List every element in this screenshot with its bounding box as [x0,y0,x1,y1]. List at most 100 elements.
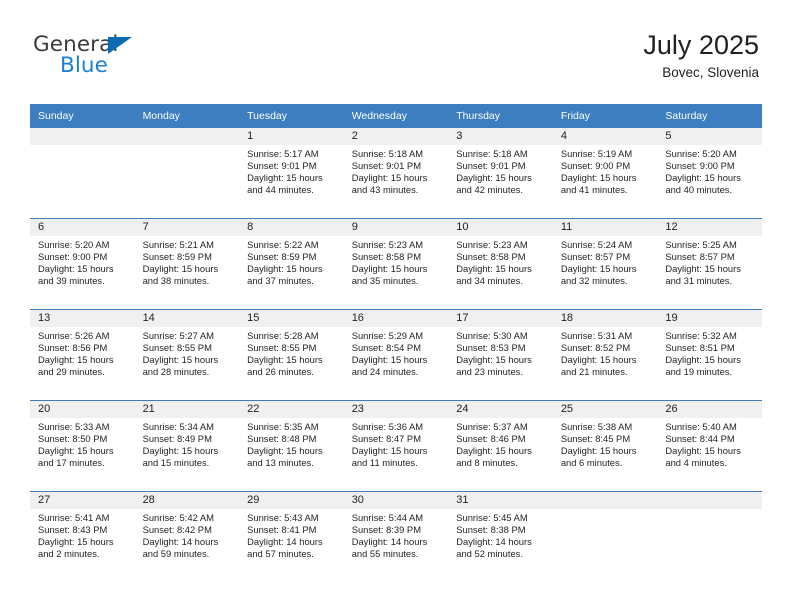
calendar-day-cell[interactable]: 11 Sunrise: 5:24 AM Sunset: 8:57 PM Dayligh… [552,218,658,310]
calendar-day-cell[interactable]: 31 Sunrise: 5:45 AM Sunset: 8:38 PM Dayligh… [448,491,553,582]
calendar-day-cell[interactable]: 24 Sunrise: 5:37 AM Sunset: 8:46 PM Dayligh… [448,400,553,492]
day-details: Sunrise: 5:28 AM Sunset: 8:55 PM Daylight:… [239,327,344,378]
calendar-day-cell[interactable]: 27 Sunrise: 5:41 AM Sunset: 8:43 PM Dayligh… [30,491,135,582]
day-number [30,128,135,145]
calendar-day-cell[interactable]: 14 Sunrise: 5:27 AM Sunset: 8:55 PM Dayligh… [134,309,240,401]
calendar-week-row: 13 Sunrise: 5:26 AM Sunset: 8:56 PM Dayligh… [30,309,762,401]
weekday-header-friday: Friday [552,104,658,128]
sunset-text: Sunset: 8:47 PM [351,433,421,445]
general-blue-logo[interactable]: General Blue [33,34,213,86]
page-header: General Blue July 2025 Bovec, Slovenia [0,0,792,103]
sunrise-text: Sunrise: 5:23 AM [351,239,424,250]
day-details: Sunrise: 5:34 AM Sunset: 8:49 PM Daylight:… [135,418,240,469]
daylight-text-line1: Daylight: 15 hours [665,172,741,184]
sunrise-text: Sunrise: 5:31 AM [560,330,633,341]
daylight-text-line2: and 28 minutes. [142,366,210,378]
daylight-text-line2: and 43 minutes. [351,184,419,196]
calendar-grid: Sunday Monday Tuesday Wednesday Thursday… [30,104,762,582]
day-number: 25 [552,401,658,418]
day-cell-inner [657,492,762,582]
calendar-day-cell[interactable]: 9 Sunrise: 5:23 AM Sunset: 8:58 PM Daylight… [343,218,449,310]
daylight-text-line2: and 39 minutes. [38,275,105,287]
daylight-text-line2: and 4 minutes. [665,457,727,469]
sunrise-text: Sunrise: 5:44 AM [351,512,424,523]
calendar-day-cell[interactable]: 26 Sunrise: 5:40 AM Sunset: 8:44 PM Dayligh… [657,400,762,492]
calendar-day-cell[interactable]: 21 Sunrise: 5:34 AM Sunset: 8:49 PM Dayligh… [134,400,240,492]
calendar-day-cell[interactable]: 17 Sunrise: 5:30 AM Sunset: 8:53 PM Dayligh… [448,309,553,401]
calendar-day-cell[interactable] [552,491,658,582]
calendar-day-cell[interactable]: 16 Sunrise: 5:29 AM Sunset: 8:54 PM Dayligh… [343,309,449,401]
calendar-day-cell[interactable]: 10 Sunrise: 5:23 AM Sunset: 8:58 PM Dayligh… [448,218,553,310]
daylight-text-line2: and 57 minutes. [247,548,314,560]
day-number: 29 [239,492,344,509]
calendar-day-cell[interactable]: 22 Sunrise: 5:35 AM Sunset: 8:48 PM Dayligh… [239,400,344,492]
sunrise-text: Sunrise: 5:21 AM [142,239,214,250]
daylight-text-line2: and 55 minutes. [351,548,419,560]
calendar-day-cell[interactable]: 12 Sunrise: 5:25 AM Sunset: 8:57 PM Dayligh… [657,218,762,310]
calendar-day-cell[interactable]: 8 Sunrise: 5:22 AM Sunset: 8:59 PM Daylight… [239,218,344,310]
sunset-text: Sunset: 8:46 PM [456,433,526,445]
calendar-day-cell[interactable]: 18 Sunrise: 5:31 AM Sunset: 8:52 PM Dayligh… [552,309,658,401]
day-details: Sunrise: 5:41 AM Sunset: 8:43 PM Daylight:… [30,509,135,560]
calendar-day-cell[interactable] [134,128,240,219]
day-details: Sunrise: 5:32 AM Sunset: 8:51 PM Daylight:… [657,327,762,378]
sunrise-text: Sunrise: 5:36 AM [351,421,424,432]
day-number: 2 [343,128,449,145]
daylight-text-line2: and 59 minutes. [142,548,210,560]
day-cell-inner [134,128,240,218]
calendar-day-cell[interactable]: 28 Sunrise: 5:42 AM Sunset: 8:42 PM Dayligh… [134,491,240,582]
sunrise-text: Sunrise: 5:41 AM [38,512,110,523]
calendar-day-cell[interactable]: 29 Sunrise: 5:43 AM Sunset: 8:41 PM Dayligh… [239,491,344,582]
day-details: Sunrise: 5:23 AM Sunset: 8:58 PM Daylight:… [448,236,553,287]
calendar-day-cell[interactable]: 2 Sunrise: 5:18 AM Sunset: 9:01 PM Daylight… [343,128,449,219]
day-details: Sunrise: 5:37 AM Sunset: 8:46 PM Daylight:… [448,418,553,469]
calendar-day-cell[interactable] [30,128,135,219]
daylight-text-line2: and 44 minutes. [247,184,314,196]
day-cell-inner: 25 Sunrise: 5:38 AM Sunset: 8:45 PM Dayligh… [552,401,658,491]
calendar-day-cell[interactable]: 20 Sunrise: 5:33 AM Sunset: 8:50 PM Dayligh… [30,400,135,492]
daylight-text-line2: and 31 minutes. [665,275,733,287]
calendar-day-cell[interactable]: 7 Sunrise: 5:21 AM Sunset: 8:59 PM Daylight… [134,218,240,310]
sunrise-text: Sunrise: 5:45 AM [456,512,528,523]
day-cell-inner: 1 Sunrise: 5:17 AM Sunset: 9:01 PM Daylight… [239,128,344,218]
calendar-week-row: 6 Sunrise: 5:20 AM Sunset: 9:00 PM Daylight… [30,218,762,310]
sunset-text: Sunset: 8:43 PM [38,524,108,536]
calendar-day-cell[interactable]: 30 Sunrise: 5:44 AM Sunset: 8:39 PM Dayligh… [343,491,449,582]
day-details: Sunrise: 5:17 AM Sunset: 9:01 PM Daylight:… [239,145,344,196]
calendar-day-cell[interactable]: 4 Sunrise: 5:19 AM Sunset: 9:00 PM Daylight… [552,128,658,219]
day-number: 18 [552,310,658,327]
calendar-day-cell[interactable]: 23 Sunrise: 5:36 AM Sunset: 8:47 PM Dayligh… [343,400,449,492]
sunset-text: Sunset: 8:42 PM [142,524,212,536]
day-number: 26 [657,401,762,418]
day-details: Sunrise: 5:35 AM Sunset: 8:48 PM Daylight:… [239,418,344,469]
calendar-day-cell[interactable]: 15 Sunrise: 5:28 AM Sunset: 8:55 PM Dayligh… [239,309,344,401]
day-details: Sunrise: 5:40 AM Sunset: 8:44 PM Daylight:… [657,418,762,469]
sunrise-text: Sunrise: 5:42 AM [142,512,214,523]
day-details: Sunrise: 5:18 AM Sunset: 9:01 PM Daylight:… [448,145,553,196]
daylight-text-line2: and 15 minutes. [142,457,210,469]
sunset-text: Sunset: 8:49 PM [142,433,212,445]
calendar-day-cell[interactable] [657,491,762,582]
page-title: July 2025 [643,30,759,60]
daylight-text-line1: Daylight: 14 hours [142,536,219,548]
daylight-text-line1: Daylight: 15 hours [456,263,532,275]
calendar-day-cell[interactable]: 6 Sunrise: 5:20 AM Sunset: 9:00 PM Daylight… [30,218,135,310]
daylight-text-line1: Daylight: 15 hours [351,263,428,275]
day-number: 31 [448,492,553,509]
calendar-day-cell[interactable]: 1 Sunrise: 5:17 AM Sunset: 9:01 PM Daylight… [239,128,344,219]
sunset-text: Sunset: 8:55 PM [247,342,317,354]
calendar-day-cell[interactable]: 5 Sunrise: 5:20 AM Sunset: 9:00 PM Daylight… [657,128,762,219]
calendar-day-cell[interactable]: 13 Sunrise: 5:26 AM Sunset: 8:56 PM Dayligh… [30,309,135,401]
day-cell-inner [30,128,135,218]
sunset-text: Sunset: 9:01 PM [247,160,317,172]
weekday-header-wednesday: Wednesday [343,104,449,128]
daylight-text-line2: and 41 minutes. [560,184,628,196]
sunrise-text: Sunrise: 5:18 AM [456,148,528,159]
weekday-header-monday: Monday [134,104,240,128]
day-cell-inner: 16 Sunrise: 5:29 AM Sunset: 8:54 PM Dayligh… [343,310,449,400]
calendar-day-cell[interactable]: 25 Sunrise: 5:38 AM Sunset: 8:45 PM Dayligh… [552,400,658,492]
sunrise-text: Sunrise: 5:40 AM [665,421,737,432]
daylight-text-line1: Daylight: 15 hours [351,354,428,366]
calendar-day-cell[interactable]: 19 Sunrise: 5:32 AM Sunset: 8:51 PM Dayligh… [657,309,762,401]
calendar-day-cell[interactable]: 3 Sunrise: 5:18 AM Sunset: 9:01 PM Daylight… [448,128,553,219]
